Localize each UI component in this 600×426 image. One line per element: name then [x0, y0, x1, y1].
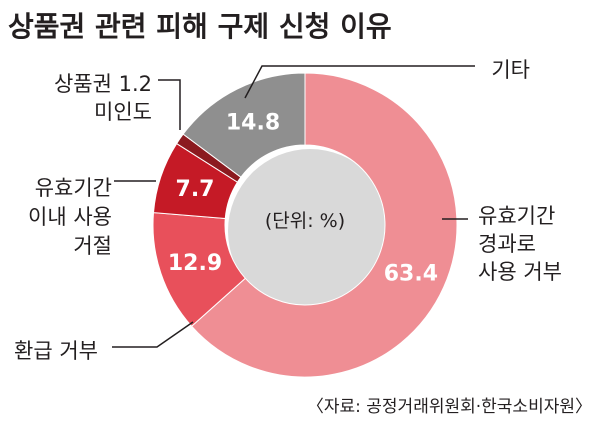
slice-0: [190, 72, 458, 378]
leader-line-4: [244, 65, 475, 99]
category-label-0-line-2: 사용 거부: [478, 260, 562, 284]
unit-note: (단위: %): [265, 210, 345, 232]
category-label-3-line-0: 상품권 1.2: [54, 72, 152, 96]
value-label-0: 63.4: [384, 261, 438, 286]
leader-line-3: [158, 79, 181, 130]
category-label-4-line-0: 기타: [491, 58, 530, 82]
category-label-1-line-0: 환급 거부: [14, 339, 98, 363]
category-label-0-line-0: 유효기간: [478, 204, 555, 228]
source-note: 〈자료: 공정거래위원회·한국소비자원〉: [307, 397, 592, 417]
value-label-2: 7.7: [176, 177, 215, 202]
category-label-2-line-2: 거절: [73, 234, 112, 258]
category-label-2-line-1: 이내 사용: [28, 205, 112, 229]
category-label-0-line-1: 경과로: [478, 232, 536, 256]
value-label-1: 12.9: [168, 251, 222, 276]
category-label-3-line-1: 미인도: [94, 100, 152, 124]
value-label-4: 14.8: [226, 110, 280, 135]
hole-shadow: [228, 149, 392, 313]
category-label-2-line-0: 유효기간: [35, 176, 112, 200]
donut-slices: [152, 72, 458, 378]
chart-title: 상품권 관련 피해 구제 신청 이유: [8, 10, 392, 43]
donut-shadow: [228, 149, 392, 313]
leader-line-1: [112, 321, 194, 348]
leader-lines: [112, 65, 475, 348]
value-labels: 63.4 12.9 7.7 14.8: [168, 110, 438, 286]
slice-4: [182, 72, 306, 178]
